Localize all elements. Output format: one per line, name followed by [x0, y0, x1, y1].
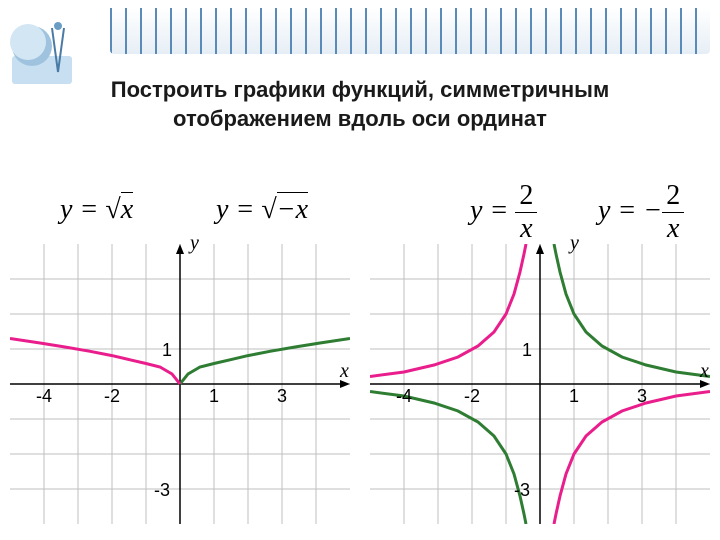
- ylabel-right: у: [570, 232, 579, 255]
- page-title: Построить графики функций, симметричным …: [0, 76, 720, 133]
- formula-4: y = −2x: [598, 180, 684, 245]
- curve-neg2overx-q2: [370, 244, 526, 377]
- title-line2: отображением вдоль оси ординат: [173, 106, 547, 131]
- tick: -3: [514, 480, 530, 501]
- xlabel-right: х: [700, 360, 709, 383]
- tick: -4: [36, 386, 52, 407]
- tick: -2: [464, 386, 480, 407]
- f4-num: 2: [662, 180, 684, 213]
- f3-num: 2: [515, 180, 537, 213]
- curve-2overx-q1: [554, 244, 710, 377]
- f3-den: x: [515, 213, 537, 245]
- tick: 1: [569, 386, 579, 407]
- xlabel-left: х: [340, 360, 349, 383]
- tick: -2: [104, 386, 120, 407]
- curve-2overx-q3: [370, 392, 526, 525]
- binding-area: [110, 8, 710, 54]
- axes-right: [370, 244, 710, 524]
- ylabel-left: у: [190, 232, 199, 255]
- tick: 3: [637, 386, 647, 407]
- formula-1: y = √x: [60, 194, 133, 226]
- tick: 1: [162, 340, 172, 361]
- tick: 1: [522, 340, 532, 361]
- formula-3: y = 2x: [470, 180, 537, 245]
- tick: 3: [277, 386, 287, 407]
- chart-left: у х -4 -2 1 3 1 -3: [10, 244, 350, 524]
- curve-sqrt-negx: [10, 339, 180, 385]
- chart-right: у х -4 -2 1 3 1 -3: [370, 244, 710, 524]
- tick: -4: [396, 386, 412, 407]
- tick: 1: [209, 386, 219, 407]
- logo-icon: [4, 6, 84, 86]
- f4-den: x: [662, 213, 684, 245]
- curve-neg2overx-q4: [554, 392, 710, 525]
- curve-sqrt-x: [180, 339, 350, 385]
- title-line1: Построить графики функций, симметричным: [111, 77, 609, 102]
- tick: -3: [154, 480, 170, 501]
- formula-2: y = √−x: [216, 194, 308, 226]
